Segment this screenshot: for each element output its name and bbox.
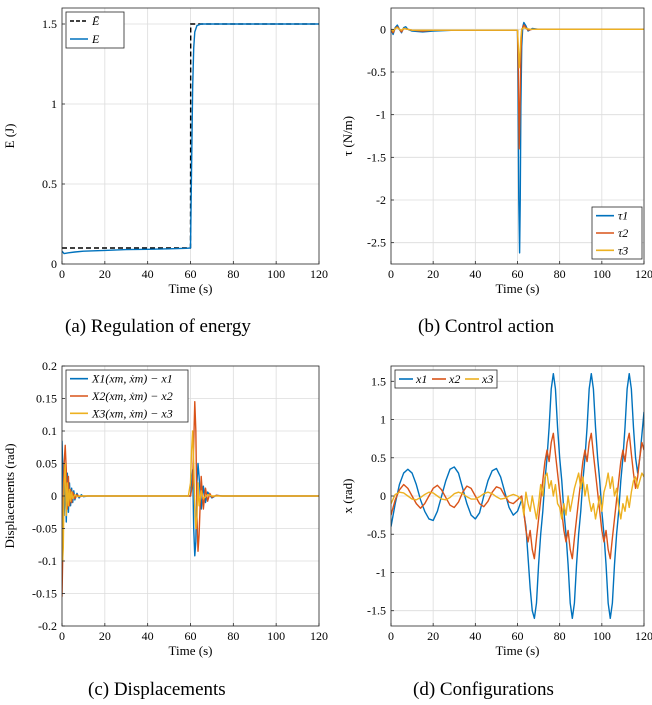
x-tick-label: 100 <box>267 267 285 281</box>
y-tick-label: 1.5 <box>371 374 386 388</box>
x-tick-label: 120 <box>635 267 652 281</box>
chart-panel-3: 0 20 40 60 80 100 120 1.5 1 0.5 0 -0.5 -1 -1.5 Time (s… <box>340 365 652 658</box>
x-tick-label: 60 <box>185 629 197 643</box>
x-axis-label: Time (s) <box>496 281 540 296</box>
x-tick-label: 0 <box>59 267 65 281</box>
y-tick-label: -0.2 <box>38 619 57 633</box>
x-tick-label: 40 <box>469 629 481 643</box>
y-axis-label: Displacements (rad) <box>2 443 17 548</box>
x-tick-label: 120 <box>310 629 328 643</box>
x-tick-label: 20 <box>99 267 111 281</box>
x-tick-label: 40 <box>142 267 154 281</box>
y-tick-label: 0.15 <box>36 392 57 406</box>
y-tick-label: 1 <box>380 413 386 427</box>
y-tick-label: 0 <box>380 489 386 503</box>
caption-c: (c) Displacements <box>88 679 226 700</box>
caption-b: (b) Control action <box>418 316 555 337</box>
y-axis-label: x (rad) <box>340 478 355 513</box>
y-tick-label: -1 <box>376 565 386 579</box>
y-tick-label: 0.2 <box>42 359 57 373</box>
x-tick-label: 40 <box>142 629 154 643</box>
x-tick-label: 20 <box>427 629 439 643</box>
x-tick-label: 0 <box>388 267 394 281</box>
legend-label: X3(xm, ẋm) − x3 <box>91 406 173 420</box>
series-line-2 <box>391 26 644 69</box>
y-axis-label: E (J) <box>2 124 17 149</box>
chart-panel-1: 0 20 40 60 80 100 120 0 -0.5 -1 -1.5 -2 -2.5 Time (s)… <box>340 7 652 296</box>
series-group <box>391 21 644 254</box>
y-tick-label: 0 <box>380 22 386 36</box>
x-tick-label: 80 <box>554 267 566 281</box>
x-tick-label: 60 <box>185 267 197 281</box>
legend-box <box>65 11 125 49</box>
x-tick-label: 0 <box>388 629 394 643</box>
y-tick-label: 1 <box>51 97 57 111</box>
x-tick-label: 60 <box>512 629 524 643</box>
y-tick-label: 0.5 <box>42 177 57 191</box>
legend: ĒE <box>65 11 125 49</box>
x-tick-label: 100 <box>593 629 611 643</box>
legend-label: X1(xm, ẋm) − x1 <box>91 372 173 386</box>
legend-label: x2 <box>448 372 460 386</box>
x-tick-label: 80 <box>554 629 566 643</box>
y-tick-label: -0.5 <box>367 65 386 79</box>
y-tick-label: 0.1 <box>42 424 57 438</box>
caption-d: (d) Configurations <box>413 679 554 700</box>
x-tick-label: 80 <box>227 629 239 643</box>
legend-label: E <box>91 32 100 46</box>
y-tick-label: 0.05 <box>36 457 57 471</box>
series-group <box>62 401 319 597</box>
y-tick-label: -0.05 <box>32 522 57 536</box>
series-group <box>391 372 644 620</box>
y-tick-label: -0.15 <box>32 587 57 601</box>
x-axis-label: Time (s) <box>496 643 540 658</box>
legend-label: Ē <box>91 14 100 28</box>
y-tick-label: 0 <box>51 489 57 503</box>
x-axis-label: Time (s) <box>169 281 213 296</box>
series-line-2 <box>62 430 319 562</box>
legend-label: x3 <box>481 372 493 386</box>
x-tick-label: 120 <box>310 267 328 281</box>
legend: X1(xm, ẋm) − x1 X2(xm, ẋm) − x2 X3(xm, ẋm)… <box>65 369 189 423</box>
x-axis-label: Time (s) <box>169 643 213 658</box>
y-tick-label: -0.5 <box>367 527 386 541</box>
x-tick-label: 100 <box>593 267 611 281</box>
series-group <box>62 23 319 255</box>
y-tick-label: -1.5 <box>367 604 386 618</box>
chart-panel-0: 0 20 40 60 80 100 120 0 0.5 1 1.5 Time (s) E (J) ĒE <box>2 7 328 296</box>
x-tick-label: 20 <box>427 267 439 281</box>
y-tick-label: -0.1 <box>38 554 57 568</box>
x-tick-label: 80 <box>227 267 239 281</box>
y-tick-label: 0.5 <box>371 451 386 465</box>
chart-panel-2: 0 20 40 60 80 100 120 0.2 0.15 0.1 0.05 0 -0.05 -0.1 -… <box>2 359 328 658</box>
legend-label: τ3 <box>618 243 628 257</box>
series-line-0 <box>391 372 644 620</box>
x-tick-label: 40 <box>469 267 481 281</box>
legend-label: τ2 <box>618 226 628 240</box>
x-tick-label: 100 <box>267 629 285 643</box>
y-tick-label: -1 <box>376 108 386 122</box>
series-line-2 <box>391 472 644 520</box>
x-tick-label: 20 <box>99 629 111 643</box>
legend-label: x1 <box>415 372 427 386</box>
y-axis-label: τ (N/m) <box>340 116 355 156</box>
legend: x1 x2 x3 <box>394 369 498 389</box>
caption-a: (a) Regulation of energy <box>65 316 251 337</box>
legend-label: X2(xm, ẋm) − x2 <box>91 389 173 403</box>
legend: τ1 τ2 τ3 <box>591 206 643 260</box>
x-tick-label: 60 <box>512 267 524 281</box>
y-tick-label: -2 <box>376 193 386 207</box>
y-tick-label: -1.5 <box>367 150 386 164</box>
x-tick-label: 0 <box>59 629 65 643</box>
x-tick-label: 120 <box>635 629 652 643</box>
legend-label: τ1 <box>618 209 628 223</box>
y-tick-label: -2.5 <box>367 236 386 250</box>
y-tick-label: 1.5 <box>42 17 57 31</box>
series-line-1 <box>62 23 319 255</box>
series-line-1 <box>391 432 644 560</box>
y-tick-label: 0 <box>51 257 57 271</box>
